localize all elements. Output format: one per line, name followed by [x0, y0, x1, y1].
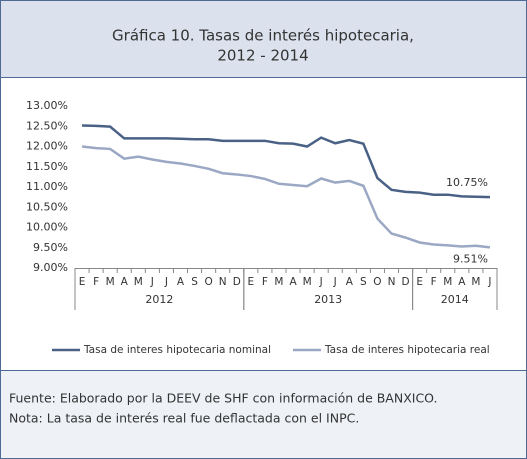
x-tick-label: F [93, 276, 99, 288]
x-tick-label: O [205, 276, 213, 288]
x-tick-label: A [177, 276, 185, 288]
x-tick-label: M [443, 276, 452, 288]
x-tick-label: M [106, 276, 115, 288]
footer-box [1, 371, 526, 458]
x-tick-label: A [458, 276, 466, 288]
x-tick-label: N [388, 276, 396, 288]
y-tick-label: 10.00% [26, 221, 68, 234]
y-tick-label: 9.00% [33, 261, 68, 274]
legend-label: Tasa de interes hipotecaria real [324, 344, 490, 356]
x-tick-label: J [319, 276, 323, 288]
y-tick-label: 11.50% [26, 160, 68, 173]
footer-text: Fuente: Elaborado por la DEEV de SHF con… [9, 391, 438, 406]
x-tick-label: M [274, 276, 283, 288]
x-tick-label: D [402, 276, 410, 288]
x-tick-label: J [333, 276, 337, 288]
x-tick-label: J [150, 276, 154, 288]
data-label: 10.75% [446, 176, 488, 189]
line-series [81, 145, 491, 249]
x-tick-label: S [360, 276, 367, 288]
x-tick-label: J [164, 276, 168, 288]
y-tick-label: 9.50% [33, 241, 68, 254]
chart-title: 2012 - 2014 [217, 47, 308, 65]
x-tick-label: M [471, 276, 480, 288]
y-tick-label: 12.50% [26, 119, 68, 132]
chart-title: Gráfica 10. Tasas de interés hipotecaria… [112, 27, 414, 45]
x-tick-label: S [191, 276, 198, 288]
legend-label: Tasa de interes hipotecaria nominal [83, 344, 271, 356]
y-tick-label: 10.50% [26, 200, 68, 213]
x-tick-label: N [219, 276, 227, 288]
footer-text: Nota: La tasa de interés real fue deflac… [9, 411, 359, 426]
line-series [81, 124, 491, 199]
x-tick-label: E [248, 276, 255, 288]
x-tick-label: M [303, 276, 312, 288]
x-tick-label: E [416, 276, 423, 288]
x-tick-label: A [289, 276, 297, 288]
x-tick-label: A [346, 276, 354, 288]
group-label: 2013 [314, 293, 342, 306]
x-tick-label: J [487, 276, 491, 288]
x-tick-label: A [121, 276, 129, 288]
x-tick-label: E [79, 276, 86, 288]
group-label: 2014 [441, 293, 469, 306]
group-label: 2012 [145, 293, 173, 306]
x-tick-label: F [262, 276, 268, 288]
x-tick-label: F [431, 276, 437, 288]
x-tick-label: D [233, 276, 241, 288]
title-box [1, 1, 526, 77]
y-tick-label: 11.00% [26, 180, 68, 193]
y-tick-label: 13.00% [26, 99, 68, 112]
x-tick-label: M [134, 276, 143, 288]
x-tick-label: O [373, 276, 381, 288]
y-tick-label: 12.00% [26, 140, 68, 153]
data-label: 9.51% [453, 252, 488, 265]
